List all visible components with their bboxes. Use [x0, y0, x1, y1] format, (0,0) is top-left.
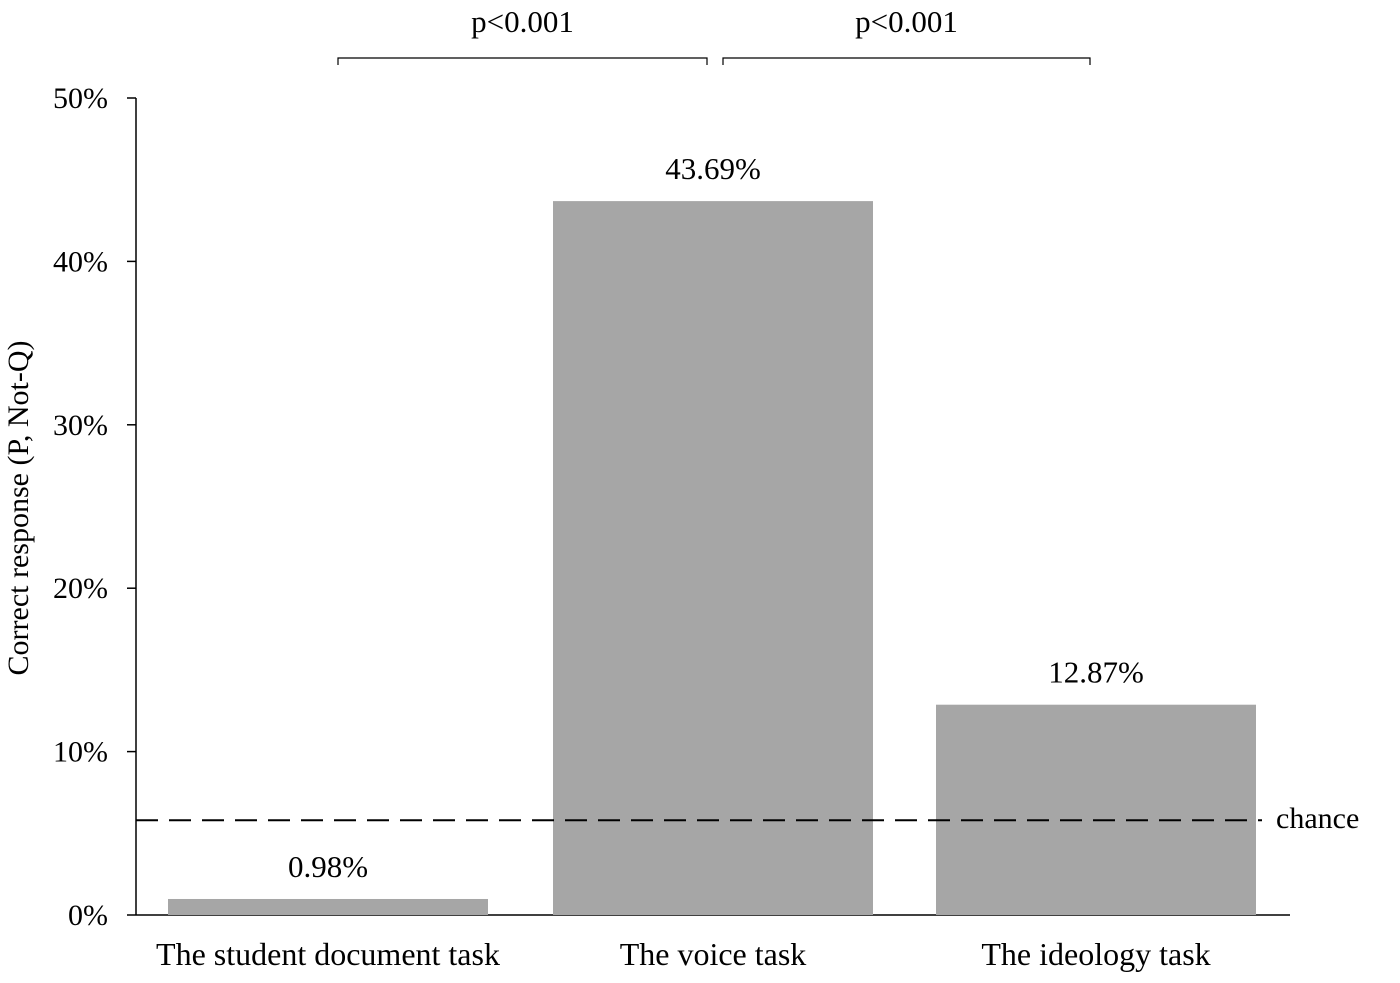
bars-group	[168, 201, 1256, 915]
significance-bracket	[722, 57, 1091, 65]
significance-group: p<0.001 p<0.001	[337, 4, 1091, 65]
bar-value-label: 12.87%	[1048, 655, 1144, 690]
chance-label: chance	[1276, 802, 1359, 835]
significance-label: p<0.001	[855, 4, 958, 39]
y-tick-label: 30%	[53, 409, 108, 442]
y-axis-title: Correct response (P, Not-Q)	[2, 341, 35, 676]
x-category-label: The student document task	[156, 936, 500, 972]
y-tick-label: 40%	[53, 245, 108, 278]
x-category-label: The voice task	[620, 936, 807, 972]
bar	[936, 704, 1256, 915]
labels-group: 0.98% The student document task 43.69% The …	[156, 151, 1211, 972]
bar-value-label: 0.98%	[288, 849, 368, 884]
y-tick-label: 20%	[53, 572, 108, 605]
x-category-label: The ideology task	[981, 936, 1210, 972]
y-tick-label: 10%	[53, 736, 108, 769]
significance-bracket	[337, 57, 708, 65]
y-tick-label: 0%	[68, 899, 108, 932]
y-tick-label: 50%	[53, 82, 108, 115]
bar	[168, 898, 488, 915]
reference-line-group: chance	[136, 802, 1359, 835]
bar-value-label: 43.69%	[665, 151, 761, 186]
bar	[553, 201, 873, 915]
significance-label: p<0.001	[471, 4, 574, 39]
axes-group: 0% 10% 20% 30% 40% 50%	[53, 82, 1290, 932]
